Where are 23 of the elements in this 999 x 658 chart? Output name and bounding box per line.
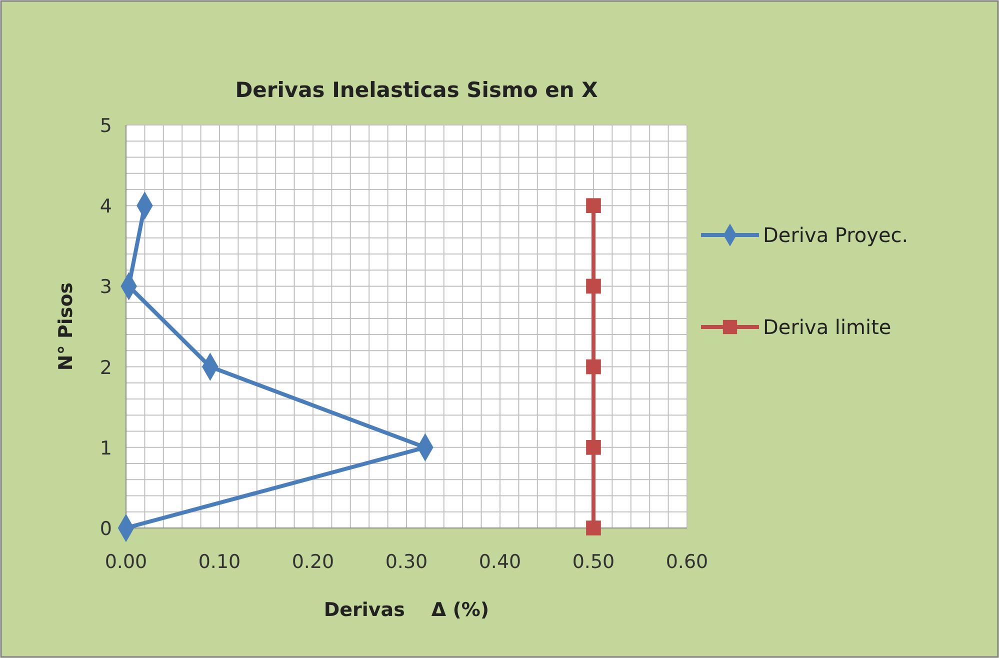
y-tick-label: 1 xyxy=(100,437,112,460)
x-tick-label: 0.00 xyxy=(104,551,148,573)
point xyxy=(586,359,601,374)
chart-title: Derivas Inelasticas Sismo en X xyxy=(235,78,598,102)
y-tick-label: 3 xyxy=(100,276,112,298)
x-tick-label: 0.20 xyxy=(292,551,334,573)
y-tick-label: 4 xyxy=(100,196,112,218)
point xyxy=(586,520,601,536)
legend-label: Deriva limite xyxy=(763,315,892,339)
x-tick-label: 0.60 xyxy=(666,551,708,573)
point xyxy=(586,278,601,294)
x-axis-title: Derivas Δ (%) xyxy=(324,599,490,621)
y-axis-title: N° Pisos xyxy=(55,282,77,371)
y-tick-label: 2 xyxy=(100,356,112,379)
x-tick-label: 0.50 xyxy=(572,551,615,573)
x-tick-label: 0.40 xyxy=(478,551,522,573)
point xyxy=(586,198,601,214)
y-tick-label: 5 xyxy=(100,115,112,137)
x-tick-label: 0.30 xyxy=(385,551,428,573)
x-tick-label: 0.10 xyxy=(198,551,241,573)
y-tick-label: 0 xyxy=(100,518,112,540)
point xyxy=(586,440,601,455)
legend-label: Deriva Proyec. xyxy=(763,223,908,247)
